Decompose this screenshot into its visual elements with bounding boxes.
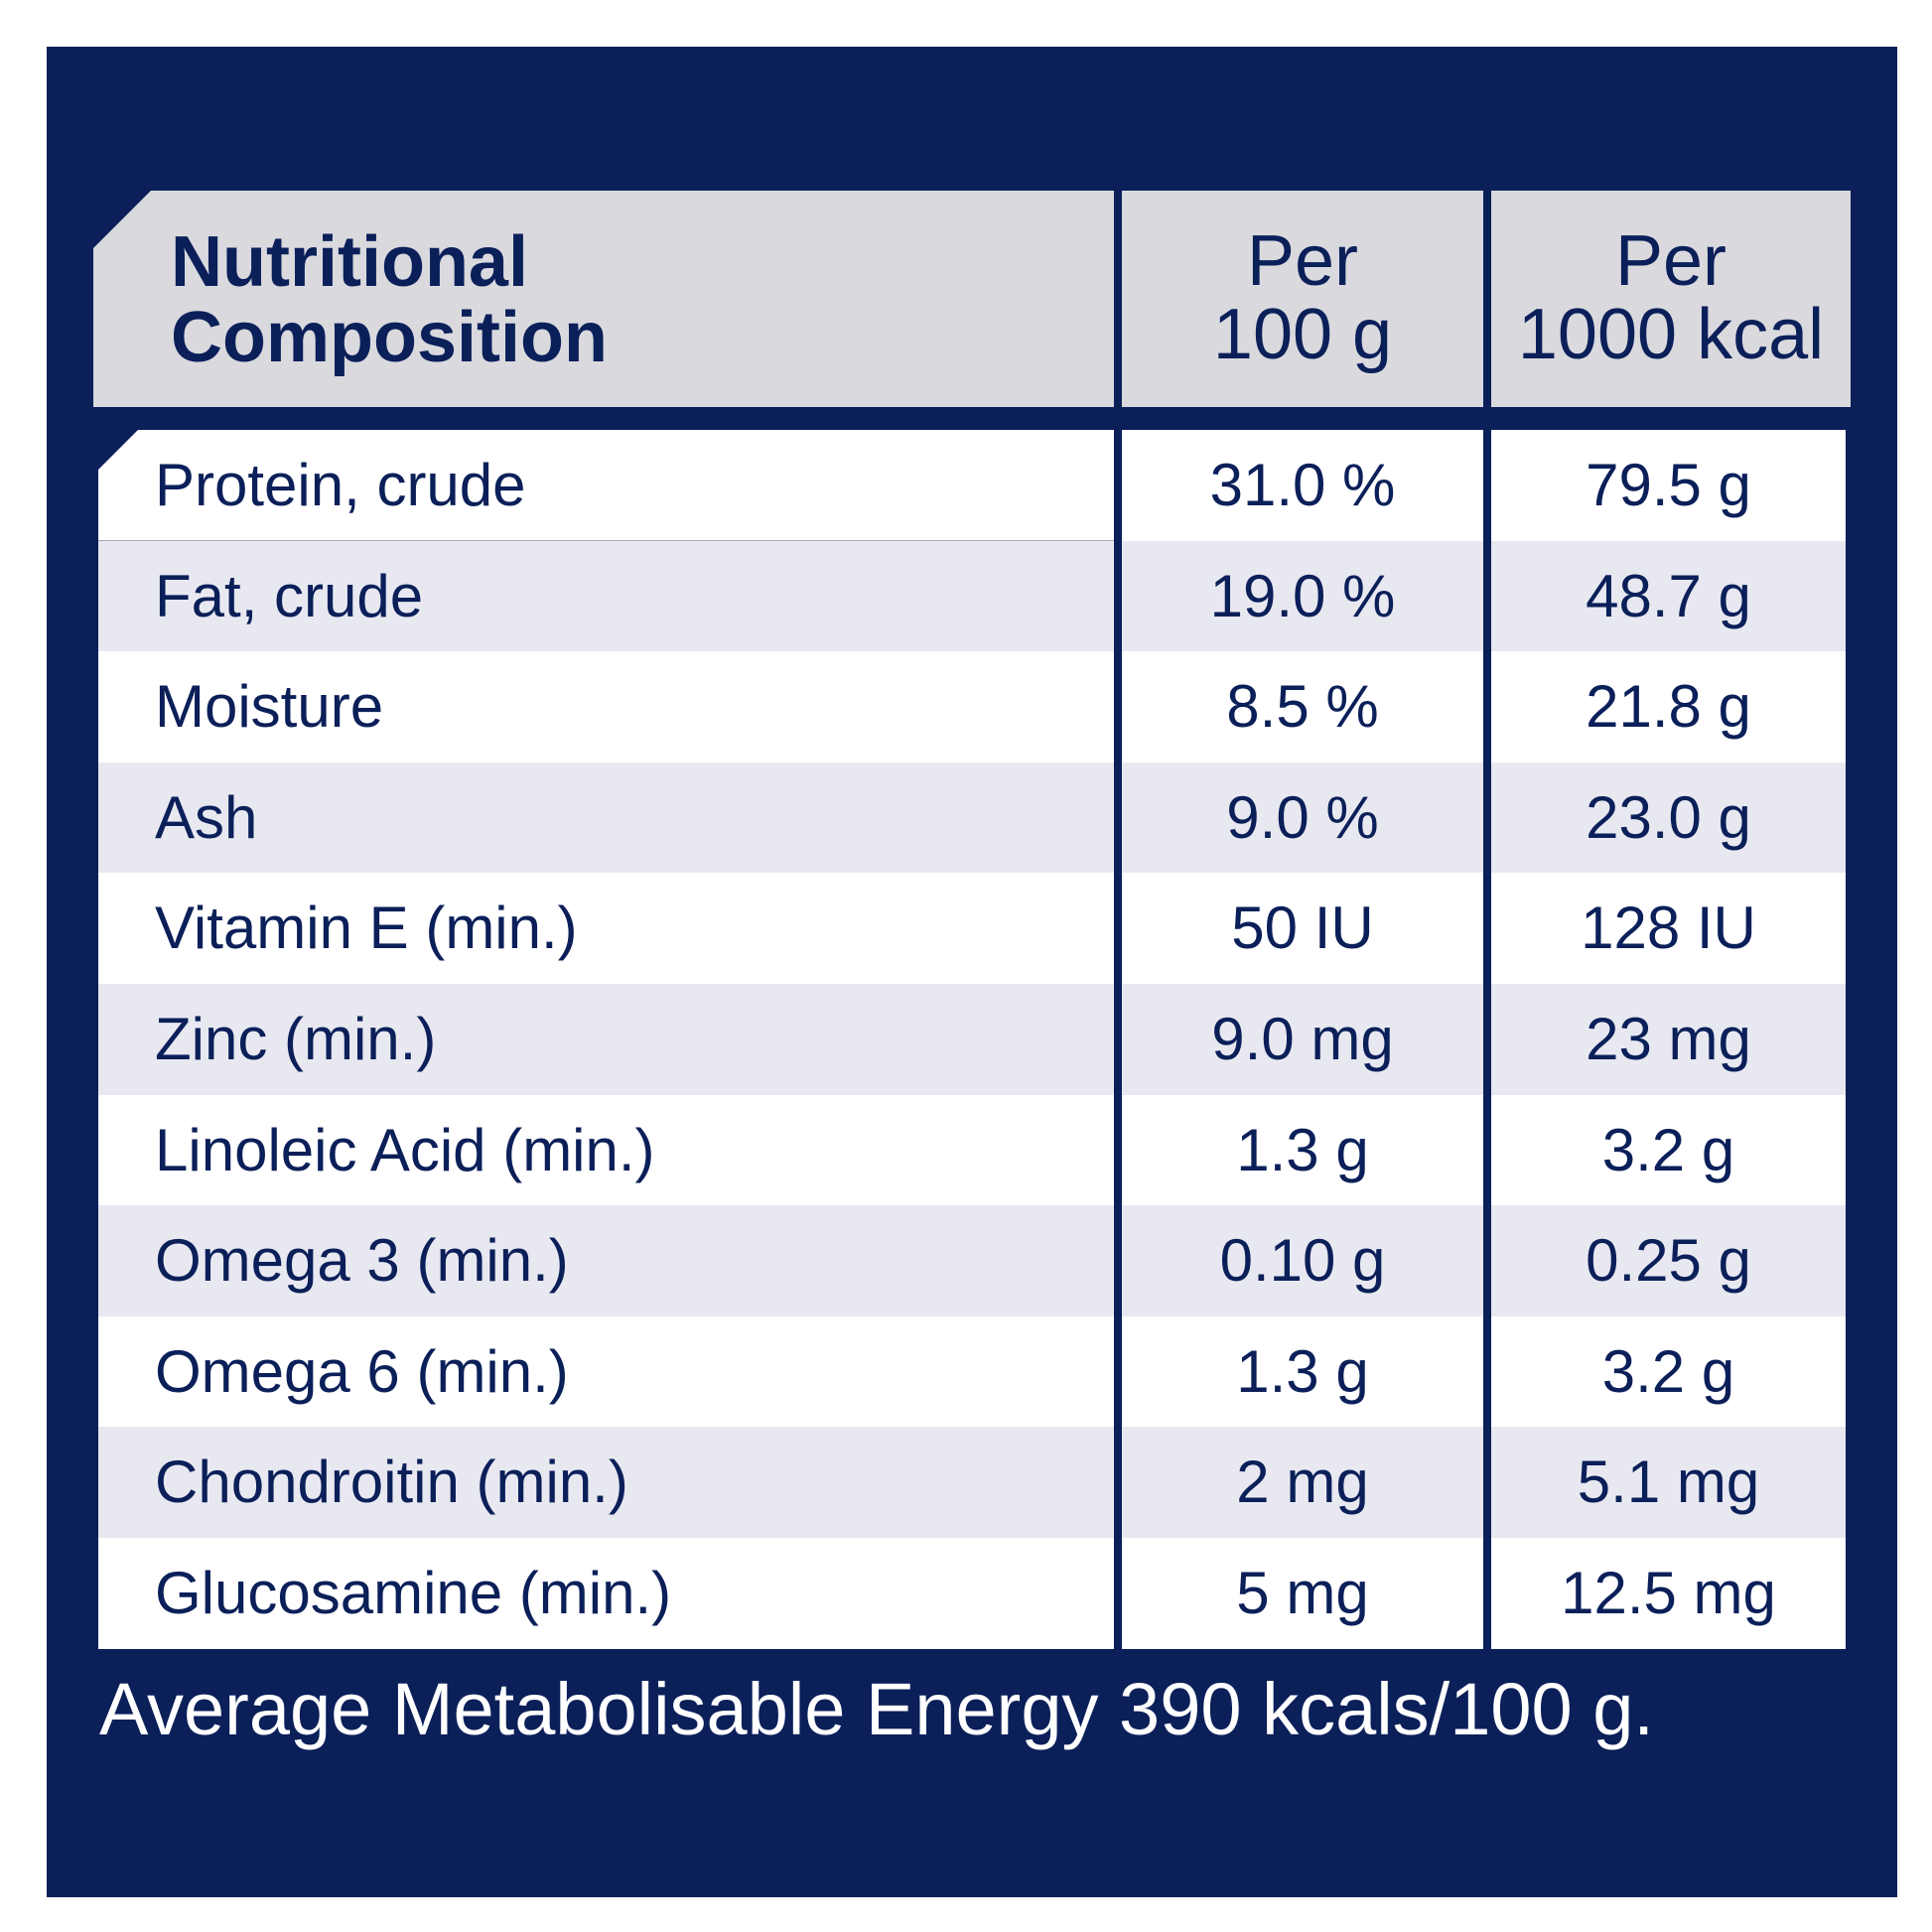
header-title-line2: Composition <box>171 298 608 377</box>
table-header: Nutritional Composition Per 100 g Per 10… <box>93 191 1851 407</box>
nutrient-name: Omega 3 (min.) <box>155 1227 569 1295</box>
table-row: Omega 6 (min.) 1.3 g 3.2 g <box>98 1315 1846 1428</box>
header-nutrient: Nutritional Composition <box>93 191 1114 407</box>
value-per-1000kcal: 21.8 g <box>1586 673 1751 741</box>
value-per-1000kcal: 5.1 mg <box>1577 1449 1760 1516</box>
nutrient-name: Glucosamine (min.) <box>155 1559 672 1626</box>
value-per-100g: 31.0 % <box>1209 452 1396 518</box>
value-per-100g: 9.0 mg <box>1211 1005 1394 1072</box>
table-row: Fat, crude 19.0 % 48.7 g <box>98 540 1846 652</box>
value-per-1000kcal: 23 mg <box>1586 1005 1751 1072</box>
value-per-100g: 8.5 % <box>1226 673 1379 741</box>
value-per-100g: 1.3 g <box>1236 1337 1369 1405</box>
value-per-100g: 5 mg <box>1236 1559 1369 1626</box>
value-per-100g: 19.0 % <box>1209 562 1396 629</box>
nutrient-name: Linoleic Acid (min.) <box>155 1116 655 1183</box>
header-per-1000kcal: Per 1000 kcal <box>1491 191 1851 407</box>
value-per-1000kcal: 0.25 g <box>1586 1227 1751 1295</box>
table-row: Chondroitin (min.) 2 mg 5.1 mg <box>98 1427 1846 1538</box>
nutrient-name: Protein, crude <box>155 452 526 518</box>
nutrient-name: Ash <box>155 783 258 851</box>
table-row: Omega 3 (min.) 0.10 g 0.25 g <box>98 1205 1846 1316</box>
value-per-100g: 0.10 g <box>1219 1227 1386 1295</box>
header-col1-line2: 100 g <box>1212 295 1393 374</box>
nutrient-name: Chondroitin (min.) <box>155 1449 628 1516</box>
header-col2-line1: Per <box>1614 221 1727 301</box>
value-per-100g: 1.3 g <box>1236 1116 1369 1183</box>
value-per-1000kcal: 23.0 g <box>1586 783 1751 851</box>
header-title: Nutritional Composition <box>171 224 608 375</box>
nutrient-name: Zinc (min.) <box>155 1005 437 1072</box>
header-title-line1: Nutritional <box>171 222 528 302</box>
table-row: Linoleic Acid (min.) 1.3 g 3.2 g <box>98 1094 1846 1206</box>
nutrient-name: Vitamin E (min.) <box>155 895 578 962</box>
value-per-100g: 2 mg <box>1236 1449 1369 1516</box>
energy-footnote: Average Metabolisable Energy 390 kcals/1… <box>99 1668 1654 1750</box>
value-per-1000kcal: 3.2 g <box>1601 1116 1735 1183</box>
header-per-100g: Per 100 g <box>1122 191 1483 407</box>
nutrient-name: Fat, crude <box>155 562 424 629</box>
nutrient-name: Moisture <box>155 673 384 741</box>
header-col2-line2: 1000 kcal <box>1517 295 1825 374</box>
table-row: Glucosamine (min.) 5 mg 12.5 mg <box>98 1537 1846 1649</box>
value-per-100g: 50 IU <box>1231 895 1374 962</box>
nutrient-name: Omega 6 (min.) <box>155 1337 569 1405</box>
value-per-1000kcal: 79.5 g <box>1586 452 1751 518</box>
value-per-1000kcal: 12.5 mg <box>1561 1559 1776 1626</box>
table-row: Vitamin E (min.) 50 IU 128 IU <box>98 873 1846 984</box>
value-per-100g: 9.0 % <box>1226 783 1379 851</box>
value-per-1000kcal: 48.7 g <box>1586 562 1751 629</box>
table-row: Protein, crude 31.0 % 79.5 g <box>98 430 1846 541</box>
table-row: Zinc (min.) 9.0 mg 23 mg <box>98 983 1846 1095</box>
value-per-1000kcal: 3.2 g <box>1601 1337 1735 1405</box>
header-col1-line1: Per <box>1246 221 1359 301</box>
table-row: Moisture 8.5 % 21.8 g <box>98 651 1846 762</box>
value-per-1000kcal: 128 IU <box>1581 895 1756 962</box>
nutrition-table: Protein, crude 31.0 % 79.5 g Fat, crude … <box>98 430 1846 1649</box>
table-row: Ash 9.0 % 23.0 g <box>98 761 1846 874</box>
